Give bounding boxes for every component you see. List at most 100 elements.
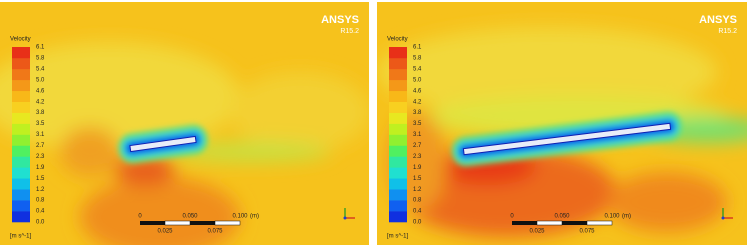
version: R15.2 — [340, 28, 359, 35]
color-band — [389, 167, 407, 179]
flow-field — [377, 2, 747, 245]
contour-region — [377, 27, 717, 117]
color-band — [389, 211, 407, 223]
color-band — [12, 90, 30, 102]
legend-label: 1.2 — [36, 187, 45, 193]
legend-label: 3.8 — [413, 110, 422, 116]
plate — [118, 124, 208, 164]
contour-region — [80, 177, 240, 245]
legend-label: 5.0 — [413, 77, 422, 83]
plate-body — [129, 135, 197, 153]
legend-unit: [m s^-1] — [387, 234, 408, 240]
scale-label: 0.075 — [579, 229, 595, 235]
scale-seg — [190, 221, 215, 225]
scale-seg — [214, 220, 241, 226]
legend-label: 4.2 — [413, 99, 422, 105]
scale-label: 0.025 — [529, 229, 545, 235]
color-band — [389, 79, 407, 92]
color-band — [389, 200, 407, 212]
legend-label: 1.9 — [36, 165, 45, 171]
scale-seg — [536, 220, 563, 226]
scale-seg — [164, 220, 191, 226]
legend-label: 5.8 — [413, 56, 422, 62]
legend-label: 2.7 — [36, 143, 45, 149]
color-band — [12, 211, 30, 223]
color-band — [389, 156, 407, 168]
color-band — [389, 57, 407, 70]
legend-label: 2.7 — [413, 143, 422, 149]
brand: ANSYS — [699, 14, 737, 26]
legend-unit: [m s^-1] — [10, 234, 31, 240]
scale-label: 0 — [510, 214, 514, 220]
color-band — [12, 123, 30, 135]
legend-label: 1.2 — [413, 187, 422, 193]
color-band — [389, 178, 407, 190]
triad-z — [343, 216, 347, 220]
color-band — [12, 167, 30, 179]
scale-label: 0.100 — [232, 214, 248, 220]
contour-region — [170, 142, 330, 162]
color-band — [12, 47, 30, 59]
scale-unit: (m) — [622, 214, 631, 220]
legend-label: 1.9 — [413, 165, 422, 171]
color-band — [12, 189, 30, 201]
legend-label: 3.5 — [36, 121, 45, 127]
color-band — [12, 156, 30, 168]
legend-title: Velocity — [387, 37, 408, 43]
version: R15.2 — [718, 28, 737, 35]
legend-label: 1.5 — [413, 176, 422, 182]
legend-label: 2.3 — [413, 154, 422, 160]
color-band — [389, 112, 407, 124]
color-band — [12, 79, 30, 92]
color-band — [12, 145, 30, 157]
legend-label: 0.0 — [413, 220, 422, 226]
legend-label: 2.3 — [36, 154, 45, 160]
legend-label: 4.6 — [413, 88, 422, 94]
scale-label: 0.050 — [554, 214, 570, 220]
legend-label: 5.0 — [36, 77, 45, 83]
contours — [0, 42, 369, 245]
plate — [451, 111, 683, 167]
legend-label: 3.5 — [413, 121, 422, 127]
legend-label: 4.6 — [36, 88, 45, 94]
legend-label: 4.2 — [36, 99, 45, 105]
legend-label: 1.5 — [36, 176, 45, 182]
contour-region — [230, 72, 369, 152]
color-band — [389, 189, 407, 201]
color-band — [389, 47, 407, 59]
color-band — [12, 178, 30, 190]
color-band — [389, 123, 407, 135]
color-band — [12, 57, 30, 70]
color-band — [389, 68, 407, 81]
scale-label: 0.100 — [604, 214, 620, 220]
color-band — [389, 145, 407, 157]
color-band — [389, 101, 407, 113]
legend-label: 5.4 — [36, 66, 45, 72]
flow-field — [0, 2, 369, 245]
color-band — [12, 200, 30, 212]
color-band — [12, 68, 30, 81]
legend-label: 6.1 — [36, 45, 45, 51]
plate-body — [462, 122, 672, 156]
scale-seg — [512, 221, 537, 225]
color-band — [12, 101, 30, 113]
contour-region — [607, 172, 727, 232]
brand: ANSYS — [321, 14, 359, 26]
legend-label: 3.1 — [413, 132, 422, 138]
legend-label: 5.8 — [36, 56, 45, 62]
legend-title: Velocity — [10, 37, 31, 43]
legend-label: 3.8 — [36, 110, 45, 116]
legend-label: 6.1 — [413, 45, 422, 51]
color-band — [389, 134, 407, 146]
scale-unit: (m) — [250, 214, 259, 220]
legend-label: 0.4 — [413, 209, 422, 215]
legend-label: 0.0 — [36, 220, 45, 226]
scale-label: 0.050 — [182, 214, 198, 220]
legend-label: 0.8 — [413, 198, 422, 204]
scale-label: 0.025 — [157, 229, 173, 235]
triad-z — [721, 216, 725, 220]
contour-panel: ANSYS R15.2 Velocity 0.0 0.4 0.8 1.2 1.5 1.9 2.3 2… — [377, 2, 747, 245]
scale-label: 0 — [138, 214, 142, 220]
color-band — [12, 134, 30, 146]
